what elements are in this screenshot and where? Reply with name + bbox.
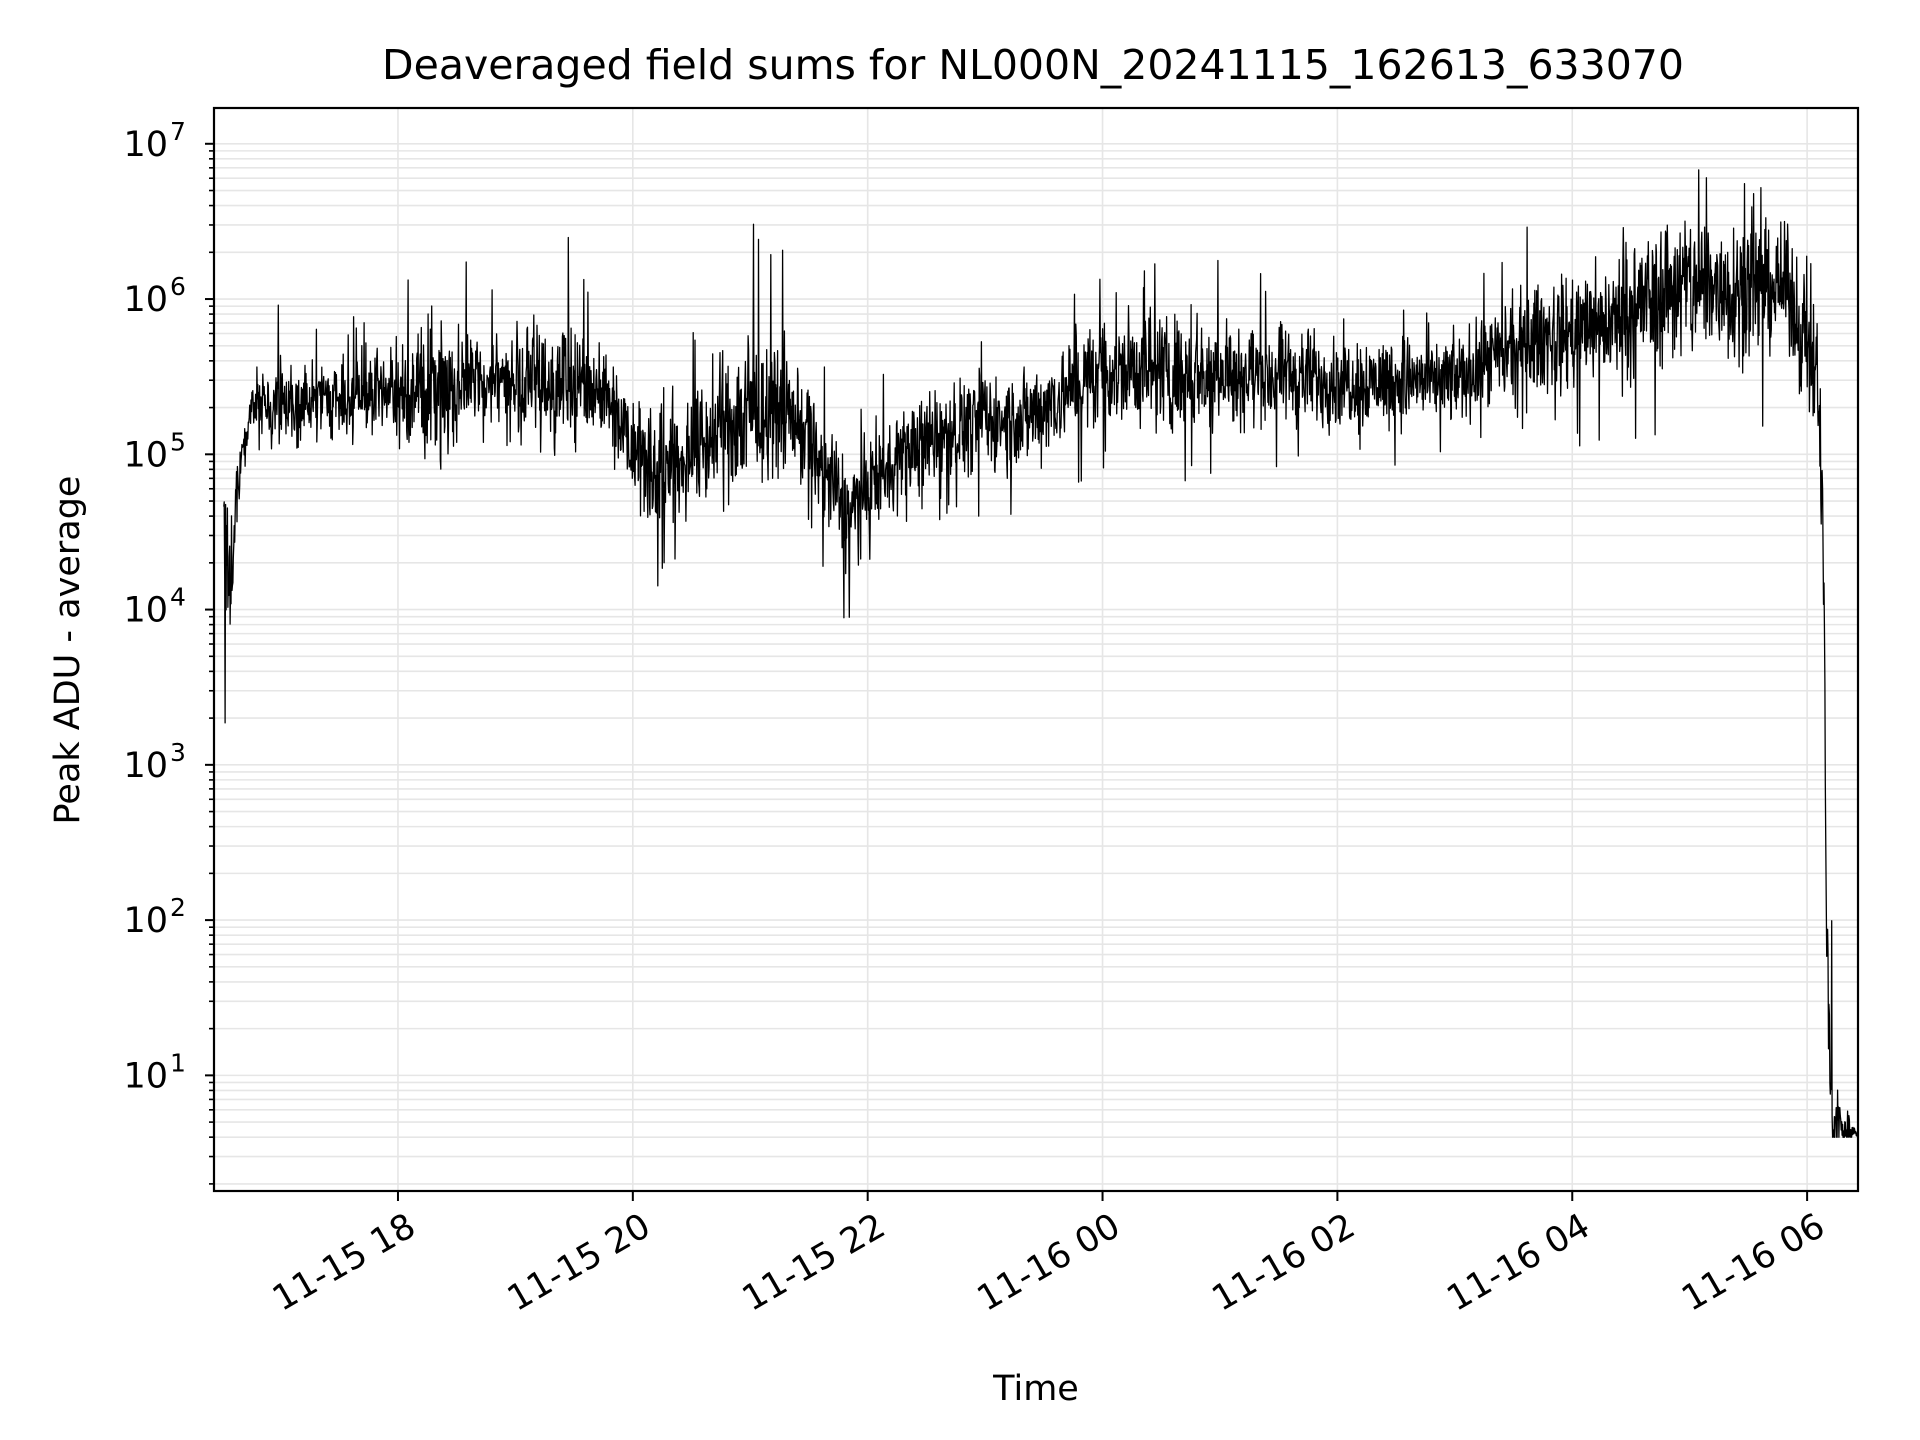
- series-layer: [223, 169, 1859, 1138]
- plot-background: [214, 108, 1858, 1191]
- series-line: [223, 169, 1859, 1138]
- y-tick-label: 10: [123, 435, 168, 475]
- y-tick-exponent: 5: [170, 427, 186, 456]
- y-tick-exponent: 4: [170, 583, 186, 612]
- plot-frame: [212, 106, 1860, 1193]
- y-tick-label: 10: [123, 746, 168, 786]
- y-tick-exponent: 7: [170, 117, 186, 146]
- chart-title: Deaveraged field sums for NL000N_2024111…: [382, 41, 1684, 89]
- y-tick-label: 10: [123, 125, 168, 165]
- y-tick-exponent: 1: [170, 1048, 186, 1077]
- y-tick-exponent: 6: [170, 272, 186, 301]
- x-axis-label: Time: [992, 1369, 1079, 1409]
- y-tick-label: 10: [123, 591, 168, 631]
- y-tick-label: 10: [123, 901, 168, 941]
- y-tick-exponent: 2: [170, 893, 186, 922]
- y-tick-label: 10: [123, 1056, 168, 1096]
- y-axis-label: Peak ADU - average: [48, 476, 88, 825]
- grid: [214, 108, 1858, 1191]
- y-tick-exponent: 3: [170, 738, 186, 767]
- plot-area: [212, 106, 1860, 1193]
- y-tick-label: 10: [123, 280, 168, 320]
